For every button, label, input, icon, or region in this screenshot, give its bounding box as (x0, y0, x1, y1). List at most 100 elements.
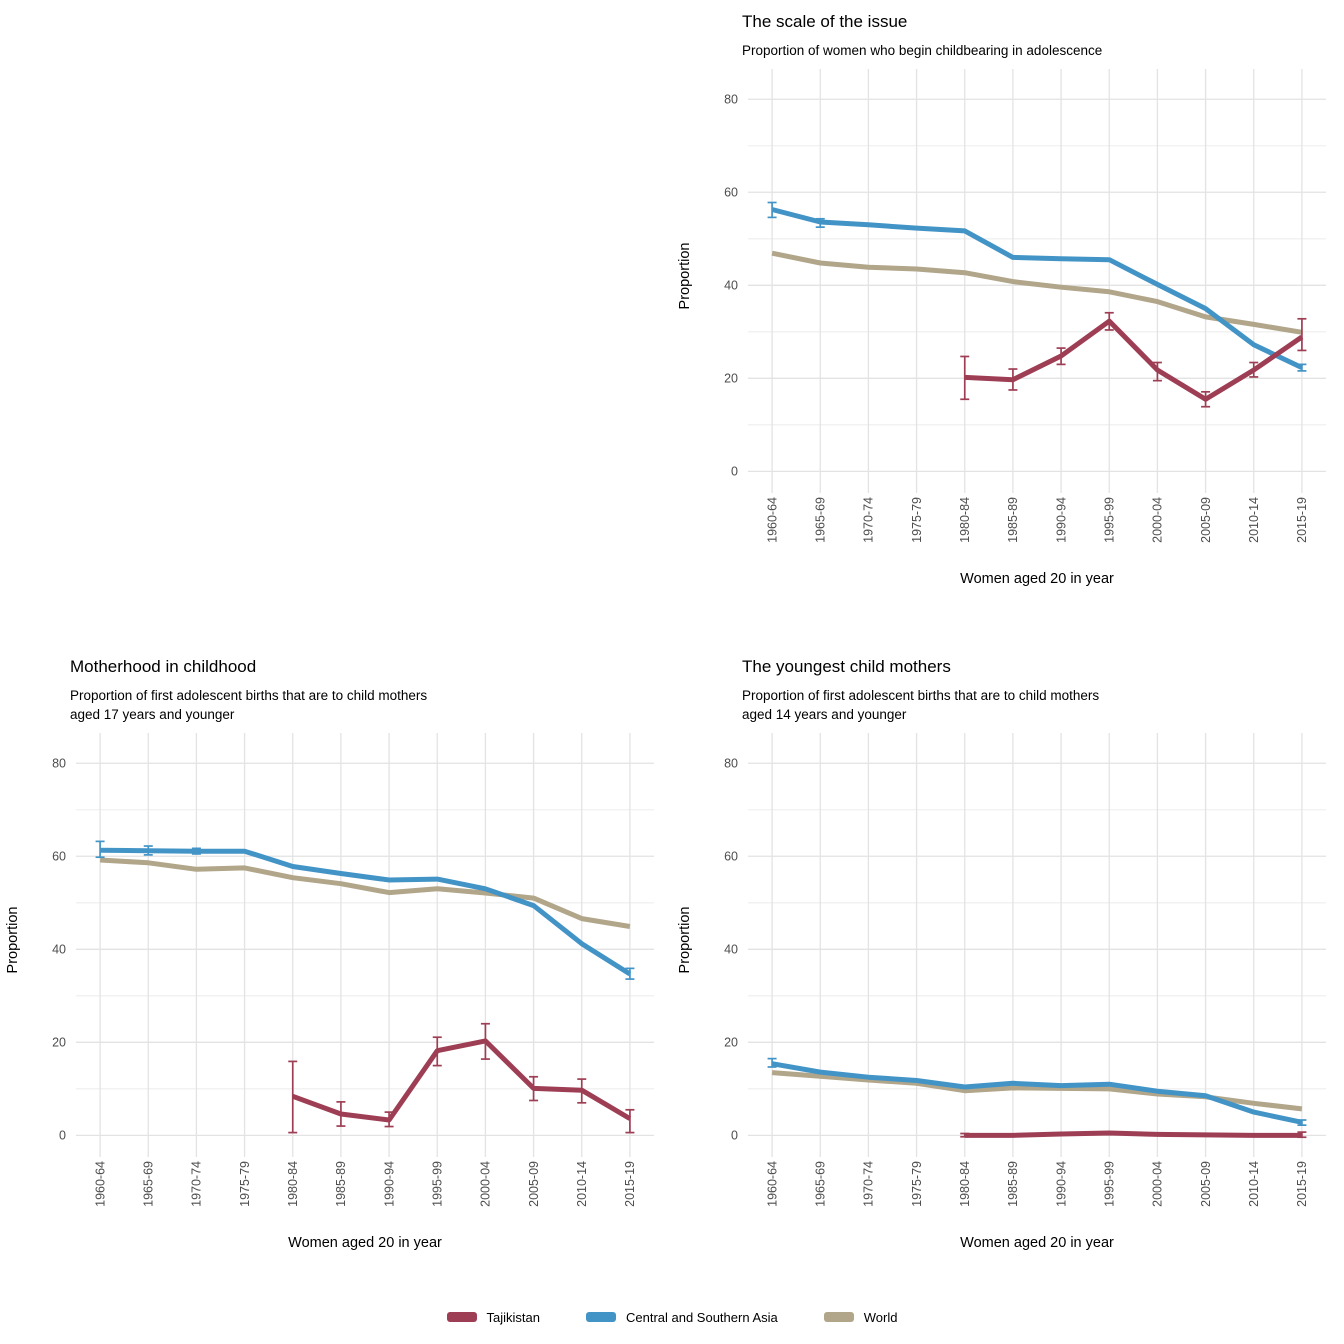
svg-text:60: 60 (724, 850, 738, 864)
svg-text:60: 60 (724, 186, 738, 200)
svg-text:80: 80 (724, 757, 738, 771)
x-axis-tick-labels: 1960-64 1965-69 1970-74 1975-79 1980-84 1985-… (93, 1161, 637, 1207)
y-axis-title: Proportion (677, 243, 693, 310)
svg-text:1990-94: 1990-94 (1054, 1161, 1068, 1207)
series-line-central-and-southern-asia (771, 1061, 1303, 1125)
svg-text:20: 20 (724, 1036, 738, 1050)
svg-text:1975-79: 1975-79 (910, 1161, 924, 1207)
svg-text:1995-99: 1995-99 (1103, 497, 1117, 543)
legend-item-world: World (823, 1309, 898, 1325)
svg-text:1985-89: 1985-89 (334, 1161, 348, 1207)
y-axis-tick-labels: 0 20 40 60 80 (724, 757, 738, 1143)
svg-text:20: 20 (52, 1036, 66, 1050)
svg-text:1995-99: 1995-99 (431, 1161, 445, 1207)
x-axis-tick-labels: 1960-64 1965-69 1970-74 1975-79 1980-84 1985-… (765, 1161, 1309, 1207)
chart-subtitle: Proportion of first adolescent births th… (70, 688, 428, 723)
svg-text:2000-04: 2000-04 (1151, 497, 1165, 543)
legend-label: World (863, 1309, 898, 1325)
chart-title: The scale of the issue (742, 12, 908, 31)
gridlines-vertical (771, 733, 1303, 1158)
svg-text:20: 20 (724, 372, 738, 386)
legend-item-tajikistan: Tajikistan (446, 1309, 540, 1325)
svg-text:1960-64: 1960-64 (93, 1161, 107, 1207)
series-line-world (771, 251, 1303, 336)
svg-text:1960-64: 1960-64 (765, 1161, 779, 1207)
svg-text:0: 0 (731, 1129, 738, 1143)
chart-canvas: 0 20 40 60 80 1960-64 1965-69 1970-74 1975-79 198… (5, 733, 654, 1251)
chart-scale-of-the-issue: The scale of the issue Proportion of wom… (672, 0, 1344, 645)
series-line-tajikistan (964, 318, 1304, 403)
svg-text:40: 40 (724, 279, 738, 293)
gridlines-horizontal (748, 98, 1326, 473)
svg-text:40: 40 (52, 943, 66, 957)
series-line-central-and-southern-asia (771, 207, 1303, 371)
svg-text:1970-74: 1970-74 (190, 1161, 204, 1207)
svg-text:1985-89: 1985-89 (1006, 497, 1020, 543)
legend-label: Tajikistan (486, 1309, 540, 1325)
chart-canvas: 0 20 40 60 80 1960-64 1965-69 1970-74 1975-79 198… (677, 733, 1326, 1251)
svg-text:1990-94: 1990-94 (382, 1161, 396, 1207)
svg-text:2010-14: 2010-14 (1247, 1161, 1261, 1207)
svg-text:2015-19: 2015-19 (1295, 1161, 1309, 1207)
legend-swatch-tajikistan (446, 1312, 477, 1322)
y-axis-tick-labels: 0 20 40 60 80 (52, 757, 66, 1143)
chart-legend: Tajikistan Central and Southern Asia Wor… (0, 1290, 1344, 1344)
x-axis-title: Women aged 20 in year (288, 1235, 442, 1251)
svg-text:1975-79: 1975-79 (910, 497, 924, 543)
svg-text:80: 80 (724, 93, 738, 107)
gridlines-vertical (99, 733, 631, 1158)
chart-canvas: 0 20 40 60 80 1960-64 1965-69 1970-74 1975-79 198… (677, 69, 1326, 587)
x-axis-title: Women aged 20 in year (960, 571, 1114, 587)
legend-item-central-southern-asia: Central and Southern Asia (585, 1309, 778, 1325)
series-line-tajikistan (291, 1038, 632, 1123)
chart-title: The youngest child mothers (742, 657, 951, 676)
legend-swatch-world (823, 1312, 854, 1322)
svg-text:2005-09: 2005-09 (527, 1161, 541, 1207)
series-line-tajikistan (964, 1130, 1302, 1139)
chart-motherhood-in-childhood: Motherhood in childhood Proportion of fi… (0, 645, 672, 1290)
svg-text:0: 0 (59, 1129, 66, 1143)
chart-title: Motherhood in childhood (70, 657, 257, 676)
y-axis-title: Proportion (5, 907, 21, 974)
charts-grid: The scale of the issue Proportion of wom… (0, 0, 1344, 1290)
svg-text:0: 0 (731, 465, 738, 479)
legend-label: Central and Southern Asia (625, 1309, 778, 1325)
plot-area: 0 20 40 60 80 1960-64 1965-69 1970-74 1975-79 198… (672, 727, 1344, 1272)
svg-text:2000-04: 2000-04 (1151, 1161, 1165, 1207)
y-axis-tick-labels: 0 20 40 60 80 (724, 93, 738, 479)
series-line-central-and-southern-asia (100, 847, 632, 977)
chart-subtitle: Proportion of first adolescent births th… (742, 688, 1100, 723)
empty-panel (0, 0, 672, 645)
svg-text:1970-74: 1970-74 (862, 1161, 876, 1207)
svg-text:1965-69: 1965-69 (814, 1161, 828, 1207)
errorbars-central-and-southern-asia (95, 840, 635, 981)
chart-youngest-child-mothers: The youngest child mothers Proportion of… (672, 645, 1344, 1290)
svg-text:60: 60 (52, 850, 66, 864)
svg-text:1970-74: 1970-74 (862, 497, 876, 543)
svg-text:2015-19: 2015-19 (1295, 497, 1309, 543)
plot-area: 0 20 40 60 80 1960-64 1965-69 1970-74 1975-79 198… (0, 727, 672, 1272)
gridlines-vertical (771, 69, 1303, 494)
legend-swatch-central-southern-asia (585, 1312, 616, 1322)
svg-text:2010-14: 2010-14 (575, 1161, 589, 1207)
svg-text:1965-69: 1965-69 (142, 1161, 156, 1207)
svg-text:1980-84: 1980-84 (958, 1161, 972, 1207)
svg-text:2010-14: 2010-14 (1247, 497, 1261, 543)
chart-subtitle: Proportion of women who begin childbeari… (742, 43, 1103, 59)
x-axis-tick-labels: 1960-64 1965-69 1970-74 1975-79 1980-84 1985-… (765, 497, 1309, 543)
svg-text:1960-64: 1960-64 (765, 497, 779, 543)
series-line-world (99, 857, 631, 930)
svg-text:2000-04: 2000-04 (479, 1161, 493, 1207)
plot-area: 0 20 40 60 80 1960-64 1965-69 1970-74 1975-79 198… (672, 63, 1344, 608)
svg-text:1990-94: 1990-94 (1054, 497, 1068, 543)
svg-text:1980-84: 1980-84 (286, 1161, 300, 1207)
svg-text:2005-09: 2005-09 (1199, 1161, 1213, 1207)
y-axis-title: Proportion (677, 907, 693, 974)
x-axis-title: Women aged 20 in year (960, 1235, 1114, 1251)
gridlines-horizontal (76, 762, 654, 1137)
svg-text:1965-69: 1965-69 (814, 497, 828, 543)
svg-text:1985-89: 1985-89 (1006, 1161, 1020, 1207)
svg-text:1975-79: 1975-79 (238, 1161, 252, 1207)
svg-text:1995-99: 1995-99 (1103, 1161, 1117, 1207)
